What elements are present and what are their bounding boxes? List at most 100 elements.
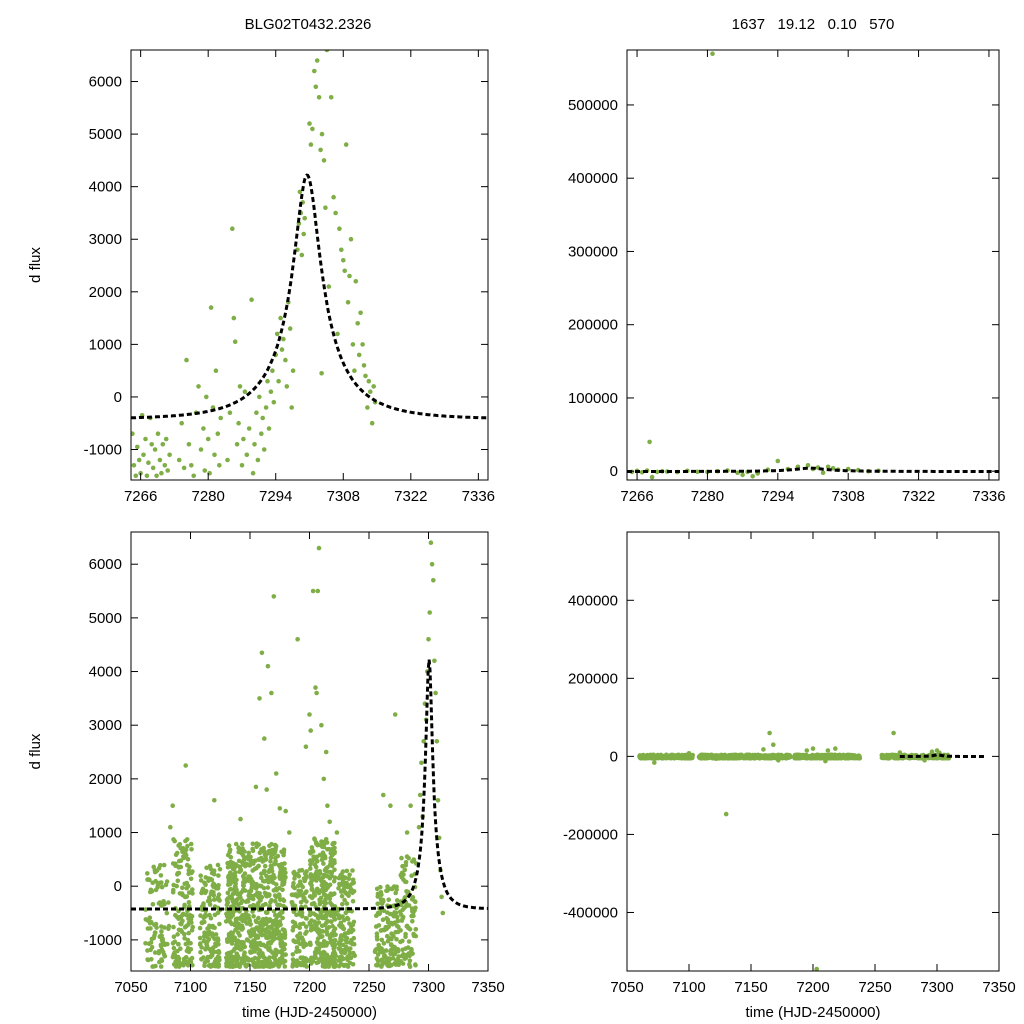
data-point	[270, 918, 275, 924]
data-point	[406, 855, 411, 861]
data-point	[322, 840, 328, 846]
data-point	[366, 378, 372, 384]
data-point	[376, 942, 382, 948]
data-point	[324, 50, 330, 53]
data-point	[381, 908, 387, 913]
data-point	[174, 850, 180, 856]
data-point	[242, 888, 248, 893]
data-point	[246, 913, 251, 918]
data-point	[320, 963, 326, 969]
data-point	[252, 442, 257, 447]
data-point	[253, 784, 259, 790]
data-point	[238, 895, 243, 900]
data-point	[344, 901, 350, 906]
data-point	[392, 712, 398, 717]
data-point	[254, 844, 259, 850]
y-tick-label: -1000	[84, 442, 122, 459]
data-point	[346, 876, 352, 881]
data-point	[342, 897, 347, 903]
data-point	[272, 893, 278, 898]
data-point	[162, 463, 168, 468]
data-point	[413, 927, 419, 932]
model-curve	[627, 466, 999, 473]
data-point	[245, 899, 251, 904]
data-point	[348, 928, 354, 933]
data-point	[279, 347, 285, 352]
data-point	[166, 923, 172, 929]
data-point	[319, 722, 324, 728]
data-point	[157, 457, 163, 463]
data-point	[158, 943, 164, 949]
data-point	[433, 690, 438, 696]
data-point	[331, 946, 337, 951]
data-point	[265, 378, 270, 384]
data-point	[188, 947, 194, 952]
data-point	[328, 859, 333, 864]
data-point	[191, 473, 196, 479]
data-point	[282, 964, 288, 969]
data-point	[296, 888, 302, 894]
data-point	[384, 933, 390, 939]
data-point	[178, 858, 184, 863]
data-point	[247, 889, 252, 894]
data-point	[215, 862, 221, 868]
data-point	[311, 854, 316, 859]
data-point	[267, 850, 272, 856]
data-point	[323, 749, 329, 755]
data-point	[226, 950, 231, 956]
data-point	[236, 921, 241, 926]
x-tick-label: 7100	[174, 979, 207, 996]
data-point	[190, 962, 195, 968]
data-point	[297, 925, 303, 930]
data-point	[259, 932, 265, 938]
data-point	[410, 895, 416, 900]
data-point	[324, 929, 329, 934]
data-point	[387, 956, 393, 961]
data-point	[157, 880, 162, 886]
data-point	[775, 458, 781, 464]
data-point	[281, 898, 287, 904]
data-point	[167, 452, 172, 458]
data-point	[151, 935, 156, 941]
y-tick-label: 400000	[568, 170, 618, 187]
data-point	[237, 916, 243, 921]
data-point	[344, 868, 350, 874]
data-point	[273, 861, 278, 866]
data-point	[236, 858, 242, 864]
data-point	[266, 940, 271, 946]
data-point	[350, 342, 356, 347]
data-point	[231, 878, 237, 883]
data-point	[351, 889, 357, 894]
data-point	[315, 859, 320, 864]
x-tick-label: 7300	[412, 979, 445, 996]
y-tick-label: 1000	[89, 336, 122, 353]
data-point	[224, 902, 230, 908]
data-point	[301, 231, 307, 237]
data-point	[282, 874, 288, 880]
data-point	[170, 954, 176, 960]
data-point	[183, 894, 188, 900]
data-point	[249, 944, 255, 950]
data-point	[181, 963, 186, 968]
data-point	[279, 939, 285, 944]
data-point	[745, 752, 750, 758]
data-point	[311, 911, 317, 916]
data-point	[273, 847, 278, 852]
data-point	[292, 876, 297, 881]
x-tick-label: 7266	[620, 488, 653, 505]
data-point	[375, 952, 381, 957]
data-point	[388, 803, 393, 808]
data-point	[146, 460, 151, 466]
data-point	[336, 886, 341, 891]
data-point	[337, 226, 342, 231]
data-point	[313, 874, 319, 879]
panel-bottom-left: 7050 7100 7150 7200 7250 7300 7350 -1000 0 1000 20…	[27, 531, 505, 1021]
data-point	[344, 940, 349, 945]
panel-top-right: 7266 7280 7294 7308 7322 7336 0 100000 200000 300…	[568, 49, 1006, 505]
data-point	[332, 845, 337, 851]
y-tick-label: 5000	[89, 610, 122, 627]
data-point	[297, 189, 303, 195]
data-point	[242, 950, 247, 955]
data-point	[227, 410, 233, 416]
data-point	[325, 865, 330, 870]
